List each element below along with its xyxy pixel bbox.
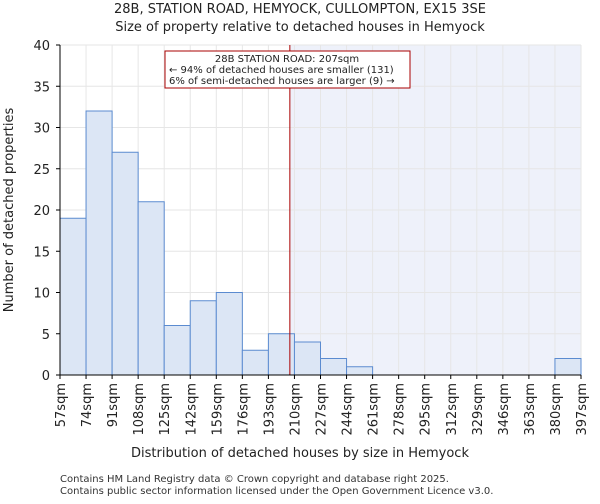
x-tick-label-142sqm: 142sqm [184, 383, 199, 436]
annotation-line-3: 6% of semi-detached houses are larger (9… [169, 76, 395, 87]
x-tick-label-397sqm: 397sqm [575, 383, 590, 436]
x-tick-label-346sqm: 346sqm [497, 383, 512, 436]
annotation-line-1: 28B STATION ROAD: 207sqm [215, 54, 359, 65]
bar-227sqm [320, 358, 348, 376]
x-tick-label-210sqm: 210sqm [288, 383, 303, 436]
x-tick-label-244sqm: 244sqm [341, 383, 356, 436]
y-ticks: 0 5 10 15 20 25 30 35 40 [33, 39, 60, 384]
chart-title: 28B, STATION ROAD, HEMYOCK, CULLOMPTON, … [114, 2, 486, 17]
x-tick-label-193sqm: 193sqm [262, 383, 277, 436]
x-tick-label-74sqm: 74sqm [80, 383, 95, 427]
footer-line-1: Contains HM Land Registry data © Crown c… [60, 474, 449, 485]
bar-74sqm [85, 110, 113, 376]
y-tick-label-25: 25 [33, 163, 50, 178]
bar-210sqm [293, 341, 322, 376]
x-tick-label-108sqm: 108sqm [132, 383, 147, 436]
x-ticks: 57sqm 74sqm 91sqm 108sqm 125sqm 142sqm 159sqm 1… [54, 375, 590, 436]
y-tick-label-10: 10 [33, 287, 50, 302]
bar-125sqm [163, 325, 191, 376]
bar-57sqm [59, 217, 87, 376]
x-tick-label-227sqm: 227sqm [315, 383, 330, 436]
y-tick-label-20: 20 [33, 204, 50, 219]
x-tick-label-380sqm: 380sqm [549, 383, 564, 436]
x-axis-label: Distribution of detached houses by size … [131, 446, 469, 461]
x-tick-label-91sqm: 91sqm [106, 383, 121, 427]
annotation: 28B STATION ROAD: 207sqm ← 94% of detach… [164, 50, 411, 89]
x-tick-label-57sqm: 57sqm [54, 383, 69, 427]
y-tick-label-40: 40 [33, 39, 50, 54]
y-tick-label-30: 30 [33, 122, 50, 137]
x-tick-label-329sqm: 329sqm [471, 383, 486, 436]
x-tick-label-295sqm: 295sqm [419, 383, 434, 436]
footer-line-2: Contains public sector information licen… [60, 486, 493, 497]
y-axis-label: Number of detached properties [2, 108, 17, 313]
annotation-line-2: ← 94% of detached houses are smaller (13… [169, 65, 394, 76]
x-tick-label-176sqm: 176sqm [236, 383, 251, 436]
y-tick-label-5: 5 [42, 328, 50, 343]
bar-142sqm [189, 300, 217, 376]
x-tick-label-159sqm: 159sqm [210, 383, 225, 436]
y-tick-label-15: 15 [33, 245, 50, 260]
bar-244sqm [346, 366, 374, 376]
x-tick-label-312sqm: 312sqm [445, 383, 460, 436]
bar-380sqm [554, 358, 582, 376]
x-tick-label-125sqm: 125sqm [158, 383, 173, 436]
annotation-box [164, 50, 411, 89]
x-tick-label-261sqm: 261sqm [367, 383, 382, 436]
bar-108sqm [137, 201, 165, 376]
bar-159sqm [215, 292, 243, 376]
x-tick-label-278sqm: 278sqm [393, 383, 408, 436]
y-tick-label-0: 0 [42, 369, 50, 384]
chart-subtitle: Size of property relative to detached ho… [115, 20, 485, 35]
bar-176sqm [241, 349, 269, 376]
x-tick-label-363sqm: 363sqm [523, 383, 538, 436]
y-tick-label-35: 35 [33, 80, 50, 95]
bar-193sqm [267, 333, 295, 376]
bar-91sqm [111, 151, 139, 376]
